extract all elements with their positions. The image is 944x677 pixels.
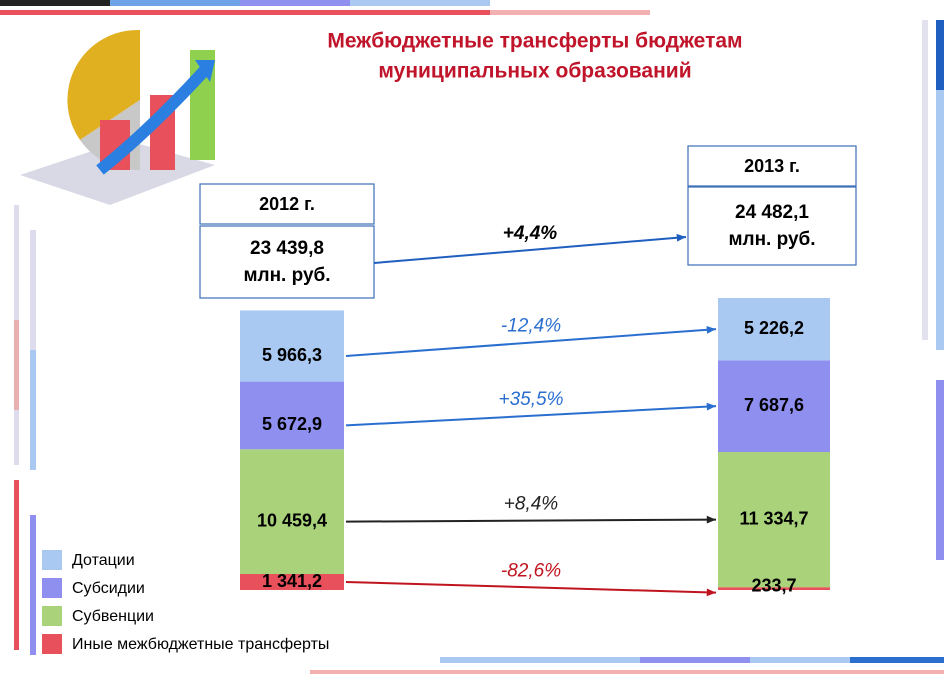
arrow-head: [707, 588, 716, 596]
total-unit: млн. руб.: [728, 229, 815, 250]
arrow-head: [707, 516, 716, 524]
legend-swatch: [42, 550, 62, 570]
change-label: -12,4%: [501, 316, 561, 337]
total-value: 24 482,1: [735, 202, 809, 223]
change-label: +8,4%: [504, 494, 559, 515]
value-label: 5 966,3: [262, 345, 322, 365]
legend-swatch: [42, 606, 62, 626]
change-arrow: [346, 582, 716, 593]
total-value: 23 439,8: [250, 238, 324, 259]
change-label: +4,4%: [503, 223, 558, 244]
legend-swatch: [42, 634, 62, 654]
chart-title: муниципальных образований: [378, 60, 691, 83]
arrow-head: [707, 403, 716, 411]
chart: Межбюджетные трансферты бюджетам муниципа…: [0, 0, 944, 677]
value-label: 233,7: [751, 575, 796, 595]
value-label: 5 226,2: [744, 318, 804, 338]
value-label: 5 672,9: [262, 414, 322, 434]
total-box: [200, 226, 374, 298]
total-unit: млн. руб.: [243, 265, 330, 286]
value-label: 1 341,2: [262, 571, 322, 591]
value-label: 11 334,7: [739, 508, 808, 528]
change-label: -82,6%: [501, 560, 561, 581]
change-label: +35,5%: [499, 389, 564, 410]
total-box: [688, 187, 856, 265]
year-label: 2013 г.: [744, 156, 800, 176]
plot: 2012 г. 23 439,8 млн. руб. 2013 г. 24 482,1 м…: [200, 146, 856, 596]
title: Межбюджетные трансферты бюджетам муниципа…: [327, 30, 742, 83]
change-arrow: [346, 520, 716, 522]
legend-swatch: [42, 578, 62, 598]
chart-title: Межбюджетные трансферты бюджетам: [327, 30, 742, 53]
arrow-head: [707, 326, 716, 334]
legend-label: Дотации: [72, 552, 135, 569]
legend-label: Иные межбюджетные трансферты: [72, 636, 329, 653]
legend-label: Субвенции: [72, 608, 154, 625]
legend-label: Субсидии: [72, 580, 145, 597]
year-label: 2012 г.: [259, 194, 315, 214]
value-label: 7 687,6: [744, 395, 804, 415]
chart-icon: [20, 30, 215, 205]
value-label: 10 459,4: [257, 510, 327, 530]
